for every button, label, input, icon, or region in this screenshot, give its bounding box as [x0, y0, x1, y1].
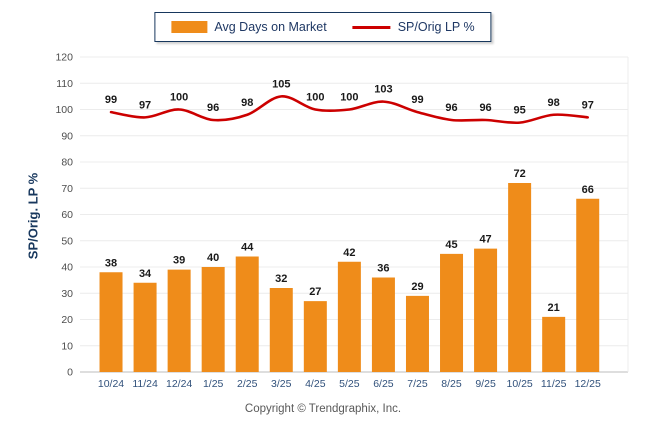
bar-value-label: 34	[139, 268, 152, 280]
bar	[201, 267, 225, 372]
bar-value-label: 47	[479, 234, 491, 246]
x-axis-label: 8/25	[441, 378, 462, 390]
bar	[371, 277, 395, 372]
bar	[337, 261, 361, 372]
line-value-label: 100	[306, 92, 324, 104]
line-value-label: 96	[445, 102, 457, 114]
y-tick-label: 70	[61, 183, 73, 195]
bar-value-label: 45	[445, 239, 457, 251]
x-axis-label: 3/25	[271, 378, 292, 390]
bar-legend-swatch	[171, 21, 208, 33]
legend-label-avg-days: Avg Days on Market	[214, 20, 327, 34]
bar	[440, 253, 464, 372]
x-axis-label: 4/25	[305, 378, 326, 390]
bar-value-label: 66	[582, 184, 594, 196]
bar-value-label: 27	[309, 286, 321, 298]
x-axis-label: 5/25	[339, 378, 360, 390]
line-value-label: 97	[139, 99, 151, 111]
bar-value-label: 72	[514, 168, 526, 180]
y-tick-label: 10	[61, 340, 73, 352]
x-axis-label: 12/24	[166, 378, 192, 390]
y-tick-label: 60	[61, 209, 73, 221]
bar	[474, 248, 498, 372]
bar-value-label: 32	[275, 273, 287, 285]
legend: Avg Days on Market SP/Orig LP %	[154, 12, 492, 42]
copyright-text: Copyright © Trendgraphix, Inc.	[244, 403, 402, 415]
line-value-label: 103	[374, 84, 392, 96]
bar-value-label: 29	[411, 281, 423, 293]
plot-area: 0 10 20 30 40 50 60 70 80 90 100 110 120 38 34 39 40 44 32…	[55, 52, 629, 390]
bar	[508, 183, 532, 372]
x-axis-label: 11/25	[541, 378, 567, 390]
x-axis-label: 7/25	[407, 378, 428, 390]
x-axis-label: 2/25	[237, 378, 258, 390]
bar	[99, 272, 123, 372]
line-value-label: 95	[514, 105, 526, 117]
bar	[167, 269, 191, 372]
bar	[542, 316, 566, 372]
line-value-label: 100	[340, 92, 358, 104]
y-tick-label: 50	[61, 235, 73, 247]
y-tick-label: 80	[61, 157, 73, 169]
x-axis-label: 10/25	[506, 378, 532, 390]
x-axis-label: 10/24	[98, 378, 124, 390]
bar	[235, 256, 259, 372]
line-legend-swatch	[352, 25, 391, 29]
x-axis-label: 12/25	[575, 378, 601, 390]
line-value-label: 98	[241, 97, 253, 109]
y-tick-label: 110	[56, 78, 73, 90]
line-value-label: 96	[207, 102, 219, 114]
y-tick-label: 0	[67, 367, 73, 379]
y-tick-label: 120	[55, 52, 73, 64]
bar	[405, 295, 429, 372]
bar-value-label: 42	[343, 247, 355, 259]
bar	[576, 198, 600, 372]
y-tick-label: 40	[61, 262, 73, 274]
legend-item-sp-orig-lp: SP/Orig LP %	[352, 20, 475, 34]
y-tick-label: 100	[55, 104, 73, 116]
line-value-label: 98	[548, 97, 560, 109]
trend-line	[109, 95, 590, 125]
legend-label-sp-orig-lp: SP/Orig LP %	[397, 20, 475, 34]
bar-value-label: 36	[377, 263, 389, 275]
bar	[303, 301, 327, 372]
line-value-label: 99	[105, 94, 117, 106]
bar	[269, 288, 293, 372]
y-tick-label: 30	[61, 288, 73, 300]
line-value-label: 105	[272, 78, 290, 90]
line-value-label: 96	[479, 102, 491, 114]
bar-value-label: 44	[241, 242, 254, 254]
x-axis-label: 11/24	[132, 378, 158, 390]
bar-value-label: 38	[105, 257, 117, 269]
y-axis-title: SP/Orig. LP %	[25, 172, 41, 260]
legend-item-avg-days: Avg Days on Market	[171, 20, 327, 34]
bar-value-label: 21	[548, 302, 560, 314]
x-axis-label: 1/25	[203, 378, 224, 390]
bar	[133, 282, 157, 372]
bar-value-label: 40	[207, 252, 219, 264]
line-value-label: 97	[582, 99, 594, 111]
bar-value-label: 39	[173, 255, 185, 267]
y-tick-label: 90	[61, 130, 73, 142]
line-value-label: 100	[170, 92, 188, 104]
line-value-label: 99	[411, 94, 423, 106]
y-tick-label: 20	[61, 314, 73, 326]
x-axis-label: 9/25	[475, 378, 496, 390]
x-axis-label: 6/25	[373, 378, 394, 390]
